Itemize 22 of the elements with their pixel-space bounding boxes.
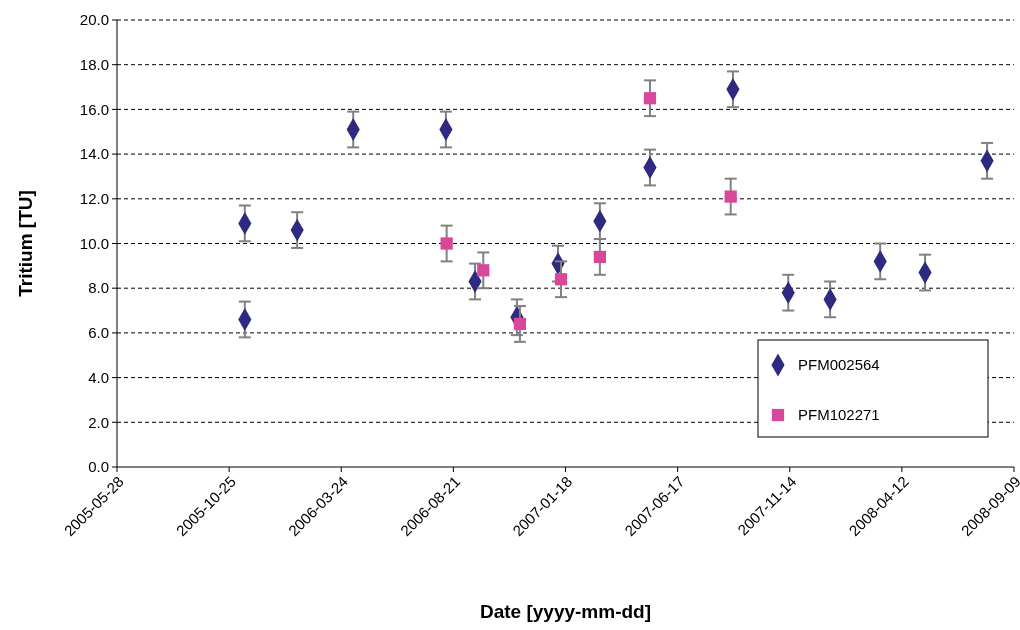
point (513, 317, 527, 331)
legend-label: PFM002564 (798, 356, 880, 374)
legend-label: PFM102271 (798, 406, 880, 424)
y-tick-label: 12.0 (79, 190, 109, 208)
y-tick-label: 8.0 (88, 279, 109, 297)
y-tick-label: 2.0 (88, 413, 109, 431)
y-tick-label: 10.0 (79, 234, 109, 252)
y-tick-label: 20.0 (79, 11, 109, 29)
y-tick-label: 4.0 (88, 368, 109, 386)
y-tick-label: 14.0 (79, 145, 109, 163)
y-axis-title: Tritium [TU] (15, 190, 36, 297)
point (440, 237, 453, 250)
point (554, 273, 568, 286)
x-axis-title: Date [yyyy-mm-dd] (479, 601, 652, 622)
point (643, 92, 657, 105)
y-tick-label: 0.0 (88, 458, 109, 476)
y-tick-label: 18.0 (79, 55, 109, 73)
point (724, 190, 737, 203)
point (477, 264, 490, 277)
point (593, 250, 607, 264)
y-tick-label: 16.0 (79, 100, 109, 118)
y-tick-label: 6.0 (88, 324, 109, 342)
